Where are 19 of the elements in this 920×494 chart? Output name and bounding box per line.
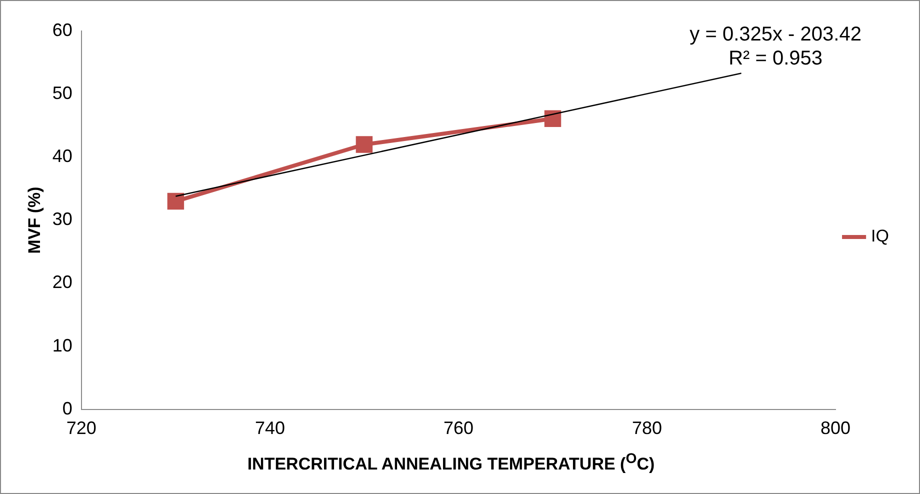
x-tick-label: 800 xyxy=(820,418,851,438)
x-tick-label: 720 xyxy=(66,418,96,438)
point xyxy=(356,136,373,153)
annotation: R² = 0.953 xyxy=(728,48,823,70)
x-axis-title: INTERCRITICAL ANNEALING TEMPERATURE ($^{O}$C) xyxy=(246,451,656,475)
x-tick-label: 760 xyxy=(443,418,474,438)
y-tick-label: 30 xyxy=(52,209,72,230)
y-tick-label: 20 xyxy=(52,272,72,292)
y-tick-label: 50 xyxy=(52,83,72,104)
y-tick-label: 10 xyxy=(52,335,72,356)
y-tick-label: 60 xyxy=(52,20,72,40)
annotation: y = 0.325x - 203.42 xyxy=(690,24,862,46)
y-axis-title: MVF (%) xyxy=(24,186,44,254)
x-tick-label: 740 xyxy=(254,418,285,438)
y-tick-label: 40 xyxy=(52,146,72,166)
point xyxy=(167,192,184,210)
x-tick-label: 780 xyxy=(632,418,662,438)
y-tick-label: 0 xyxy=(62,398,72,418)
legend-label: IQ xyxy=(871,226,890,246)
